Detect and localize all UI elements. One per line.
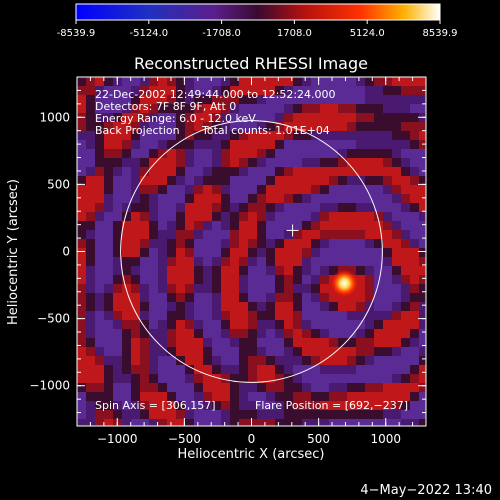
y-tick-label: −500 <box>37 312 70 326</box>
y-tick-label: −1000 <box>29 379 70 393</box>
colorbar-tick-label: 5124.0 <box>350 28 385 39</box>
colorbar-tick-label: -5124.0 <box>129 28 168 39</box>
spin-axis-marker <box>286 224 299 237</box>
x-tick-label: 500 <box>307 432 330 446</box>
flare-source <box>330 269 359 298</box>
x-tick-label: 0 <box>248 432 256 446</box>
x-tick-label: 1000 <box>370 432 401 446</box>
axes: −1000 −500 0 500 1000 −1000 −500 0 500 1000 <box>29 77 426 446</box>
colorbar-tick-label: -8539.9 <box>57 28 96 39</box>
annotation-time-range: 22-Dec-2002 12:49:44.000 to 12:52:24.000 <box>95 88 336 101</box>
spin-axis-label: Spin Axis = [306,157] <box>95 399 216 412</box>
colorbar-tick-label: -1708.0 <box>202 28 241 39</box>
annotation-method: Back Projection <box>95 124 180 137</box>
y-tick-label: 500 <box>47 177 70 191</box>
y-tick-label: 0 <box>62 245 70 259</box>
y-tick-label: 1000 <box>39 110 70 124</box>
colorbar <box>75 3 441 21</box>
annotation-energy-range: Energy Range: 6.0 - 12.0 keV <box>95 112 256 125</box>
x-tick-label: −500 <box>168 432 201 446</box>
annotation-detectors: Detectors: 7F 8F 9F, Att 0 <box>95 100 236 113</box>
flare-position-label: Flare Position = [692,−237] <box>255 399 408 412</box>
annotation-total-counts: Total counts: 1.01E+04 <box>201 124 330 137</box>
chart-title: Reconstructed RHESSI Image <box>134 54 368 73</box>
x-axis-label: Heliocentric X (arcsec) <box>178 447 325 462</box>
solar-limb-circle <box>120 120 383 383</box>
y-axis-label: Heliocentric Y (arcsec) <box>6 179 21 325</box>
colorbar-tick-label: 8539.9 <box>423 28 458 39</box>
colorbar-tick-label: 1708.0 <box>277 28 312 39</box>
x-tick-label: −1000 <box>97 432 138 446</box>
heatmap <box>77 77 426 426</box>
footer-timestamp: 4−May−2022 13:40 <box>360 483 492 498</box>
colorbar-ticks: -8539.9 -5124.0 -1708.0 1708.0 5124.0 8539.9 <box>57 20 458 39</box>
